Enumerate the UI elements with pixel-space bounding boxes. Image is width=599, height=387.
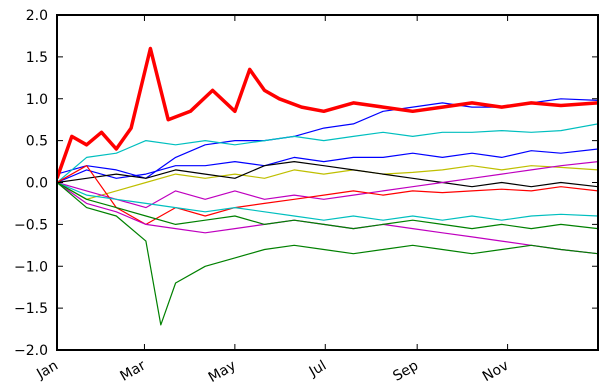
series-line-4: [57, 165, 598, 200]
series-line-7: [57, 165, 598, 225]
x-tick-label-3: Jul: [306, 358, 330, 381]
x-tick-label-0: Jan: [33, 358, 61, 383]
series-line-9: [57, 181, 598, 221]
x-tick-label-5: Nov: [480, 358, 512, 386]
series-line-5: [57, 161, 598, 188]
x-tick-label-4: Sep: [390, 358, 421, 385]
series-lines: [57, 46, 598, 326]
y-tick-label-0: 2.0: [26, 8, 48, 24]
plot-frame: [56, 14, 599, 351]
x-tick-label-2: May: [206, 358, 239, 386]
x-tick-label-1: Mar: [118, 357, 149, 384]
series-line-6: [57, 161, 598, 209]
y-tick-label-3: 0.5: [26, 134, 48, 150]
y-tick-label-5: −0.5: [14, 217, 48, 233]
series-line-2: [57, 123, 598, 183]
y-tick-label-2: 1.0: [26, 92, 48, 108]
y-tick-label-7: −1.5: [14, 301, 48, 317]
y-tick-label-1: 1.5: [26, 50, 48, 66]
y-tick-label-8: −2.0: [14, 343, 48, 359]
series-line-10: [57, 182, 598, 326]
y-tick-label-4: 0.0: [26, 176, 48, 192]
y-tick-label-6: −1.0: [14, 259, 48, 275]
series-line-0: [57, 46, 598, 179]
series-line-3: [57, 148, 598, 184]
series-line-11: [57, 181, 598, 230]
